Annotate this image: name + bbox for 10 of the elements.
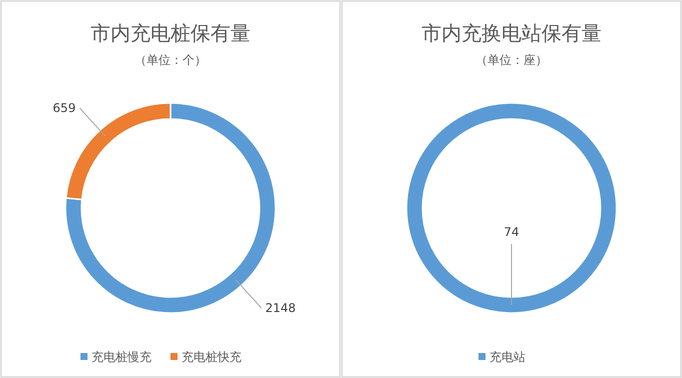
chart-subtitle: （单位：座） xyxy=(476,53,548,67)
data-label: 2148 xyxy=(265,300,296,315)
legend-label: 充电站 xyxy=(490,350,526,364)
legend-label: 充电桩慢充 xyxy=(92,350,152,364)
data-label: 74 xyxy=(504,225,520,239)
legend-label: 充电桩快充 xyxy=(182,350,242,364)
chart-title: 市内充换电站保有量 xyxy=(422,21,602,45)
chart-subtitle: （单位：个） xyxy=(134,53,206,67)
chart-title: 市内充电桩保有量 xyxy=(90,21,250,45)
data-label: 659 xyxy=(52,101,76,116)
